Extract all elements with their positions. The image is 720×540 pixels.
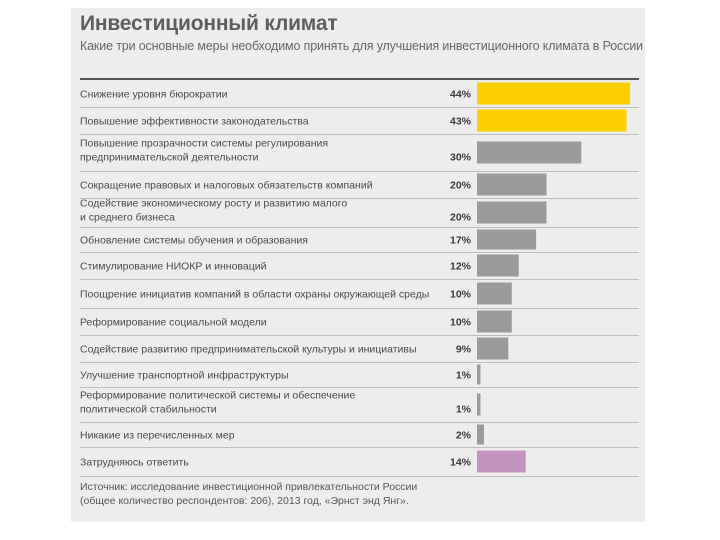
value-label: 17%	[450, 235, 472, 247]
category-label: Поощрение инициатив компаний в области о…	[80, 289, 429, 301]
source-line-2: (общее количество респондентов: 206), 20…	[80, 495, 409, 507]
bar	[477, 82, 630, 105]
value-label: 9%	[456, 344, 472, 356]
category-label: и среднего бизнеса	[80, 212, 175, 224]
category-label: предпринимательской деятельности	[80, 152, 259, 164]
category-label: Никакие из перечисленных мер	[80, 430, 235, 442]
bar	[477, 109, 627, 132]
value-label: 10%	[450, 289, 472, 301]
value-label: 30%	[450, 152, 472, 164]
chart-subtitle: Какие три основные меры необходимо приня…	[80, 39, 643, 53]
bar	[477, 254, 519, 277]
bar	[477, 337, 509, 360]
bar	[477, 282, 512, 305]
value-label: 12%	[450, 261, 472, 273]
value-label: 44%	[450, 89, 472, 101]
value-label: 1%	[456, 370, 472, 382]
category-label: Сокращение правовых и налоговых обязател…	[80, 180, 373, 192]
bar	[477, 450, 526, 473]
chart-title: Инвестиционный климат	[80, 12, 338, 35]
bar	[477, 310, 512, 333]
category-label: Повышение эффективности законодательства	[80, 116, 309, 128]
header-rule	[80, 78, 639, 80]
bar	[477, 173, 547, 196]
category-label: Реформирование политической системы и об…	[80, 390, 355, 402]
chart-panel: Инвестиционный климат Какие три основные…	[71, 8, 645, 522]
value-label: 1%	[456, 404, 472, 416]
category-label: Содействие развитию предпринимательской …	[80, 344, 417, 356]
source-line-1: Источник: исследование инвестиционной пр…	[80, 481, 418, 493]
bar	[477, 393, 481, 416]
category-label: Улучшение транспортной инфраструктуры	[80, 370, 289, 382]
category-label: Снижение уровня бюрократии	[80, 89, 228, 101]
bar	[477, 141, 582, 164]
category-label: Содействие экономическому росту и развит…	[80, 198, 347, 210]
value-label: 10%	[450, 317, 472, 329]
category-label: Стимулирование НИОКР и инноваций	[80, 261, 267, 273]
bar	[477, 424, 484, 445]
category-label: Реформирование социальной модели	[80, 317, 267, 329]
bar	[477, 201, 547, 224]
category-label: Обновление системы обучения и образовани…	[80, 235, 308, 247]
bar	[477, 229, 537, 250]
category-label: политической стабильности	[80, 404, 217, 416]
value-label: 43%	[450, 116, 472, 128]
source-note: Источник: исследование инвестиционной пр…	[80, 480, 620, 508]
value-label: 20%	[450, 212, 472, 224]
bar	[477, 364, 481, 385]
category-label: Затрудняюсь ответить	[80, 457, 189, 469]
category-label: Повышение прозрачности системы регулиров…	[80, 138, 328, 150]
bar-chart: Снижение уровня бюрократии 44% Повышение э…	[80, 82, 639, 477]
value-label: 20%	[450, 180, 472, 192]
value-label: 2%	[456, 430, 472, 442]
value-label: 14%	[450, 457, 472, 469]
